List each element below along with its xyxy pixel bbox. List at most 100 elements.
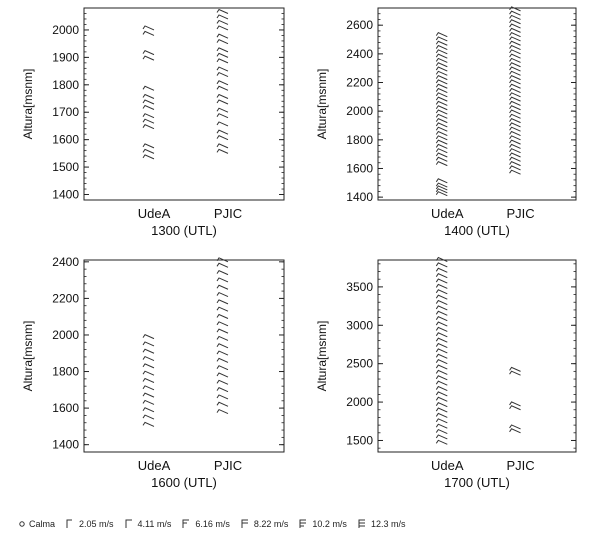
wind-barb [435, 148, 448, 154]
wind-barb [142, 25, 155, 31]
y-tick-label: 1400 [52, 438, 79, 452]
wind-barb [435, 109, 448, 115]
wind-barb [435, 122, 448, 128]
wind-barb [142, 124, 155, 130]
wind-barb-icon [182, 519, 190, 528]
wind-barb [216, 270, 229, 276]
wind-barb [435, 57, 448, 63]
wind-barb [216, 71, 229, 78]
wind-barb [509, 14, 521, 20]
wind-barb [435, 178, 448, 184]
plot-frame [83, 259, 285, 453]
wind-barb [142, 421, 155, 427]
wind-barb [435, 342, 448, 349]
legend-label: Calma [29, 519, 56, 529]
wind-barb [509, 401, 521, 407]
wind-barb [142, 143, 155, 149]
wind-barb [435, 385, 448, 392]
wind-barb [509, 366, 521, 372]
y-tick-label: 1800 [52, 365, 79, 379]
wind-barb [435, 391, 448, 397]
wind-barb [142, 385, 155, 391]
wind-barb [435, 152, 448, 158]
y-tick-label: 2400 [52, 255, 79, 269]
calm-circle-icon [19, 521, 25, 527]
x-axis-label: 1300 (UTL) [151, 223, 217, 238]
y-tick-label: 1400 [52, 188, 79, 202]
wind-barb [435, 428, 448, 435]
x-category-label: PJIC [214, 458, 242, 473]
wind-barb [509, 100, 521, 106]
x-category-label: UdeA [431, 206, 464, 221]
legend-item-speed: 12.3 m/s [357, 519, 405, 529]
wind-barb [509, 105, 521, 111]
wind-barb [142, 407, 155, 413]
wind-barb [509, 122, 521, 128]
wind-barb [509, 62, 521, 68]
wind-barb [435, 332, 448, 338]
wind-barb [435, 412, 448, 418]
wind-barb [216, 14, 229, 20]
wind-barb [435, 79, 448, 85]
wind-barb [435, 348, 448, 354]
wind-barb [142, 414, 155, 420]
wind-barb [216, 135, 229, 141]
wind-barb [509, 70, 521, 76]
wind-barb [435, 75, 448, 81]
wind-barb [435, 396, 448, 402]
wind-barb [509, 405, 521, 411]
wind-barb [435, 185, 448, 191]
legend-label: 2.05 m/s [79, 519, 114, 529]
wind-barb [216, 365, 229, 371]
wind-barb [142, 99, 155, 105]
wind-barb [509, 152, 521, 158]
wind-barb [509, 40, 521, 46]
wind-barb [142, 348, 155, 354]
wind-barb [142, 85, 155, 91]
wind-barb [435, 273, 448, 279]
wind-barb [509, 44, 521, 51]
wind-barb [435, 182, 448, 188]
wind-barb [435, 188, 448, 194]
wind-barb-icon [358, 519, 365, 528]
wind-barb [435, 380, 448, 386]
wind-barb [142, 30, 155, 36]
wind-barb [509, 109, 521, 115]
wind-barb [435, 423, 448, 429]
y-tick-label: 3500 [346, 280, 373, 294]
wind-barb [435, 117, 448, 124]
wind-barb [216, 121, 229, 127]
wind-barb [509, 83, 521, 89]
wind-barb [216, 394, 229, 400]
wind-barb [216, 284, 229, 290]
wind-barb [216, 387, 229, 393]
wind-barb [216, 66, 229, 72]
wind-barb [142, 341, 155, 347]
wind-barb [435, 402, 448, 408]
wind-barb [435, 359, 448, 365]
y-tick-label: 2400 [346, 47, 373, 61]
wind-barb [216, 85, 229, 91]
wind-barb [216, 408, 229, 415]
wind-barb [142, 363, 155, 369]
wind-barb [142, 355, 155, 362]
wind-barb [509, 75, 521, 81]
wind-barb [216, 143, 229, 149]
wind-barb [216, 357, 229, 363]
y-tick-label: 2200 [52, 291, 79, 305]
wind-barb [435, 160, 448, 167]
y-tick-label: 1900 [52, 50, 79, 64]
y-tick-label: 1600 [346, 161, 373, 175]
wind-barb [435, 337, 448, 343]
y-tick-label: 1800 [346, 133, 373, 147]
wind-barb [509, 49, 521, 55]
wind-barb [216, 379, 229, 385]
y-tick-label: 1600 [52, 133, 79, 147]
plot-frame [377, 259, 577, 453]
wind-barb [216, 277, 229, 283]
wind-barb [216, 58, 229, 64]
wind-barb [216, 99, 229, 105]
y-axis-label: Altura[msnm] [21, 321, 35, 392]
x-category-label: PJIC [506, 458, 534, 473]
wind-barb [435, 364, 448, 370]
